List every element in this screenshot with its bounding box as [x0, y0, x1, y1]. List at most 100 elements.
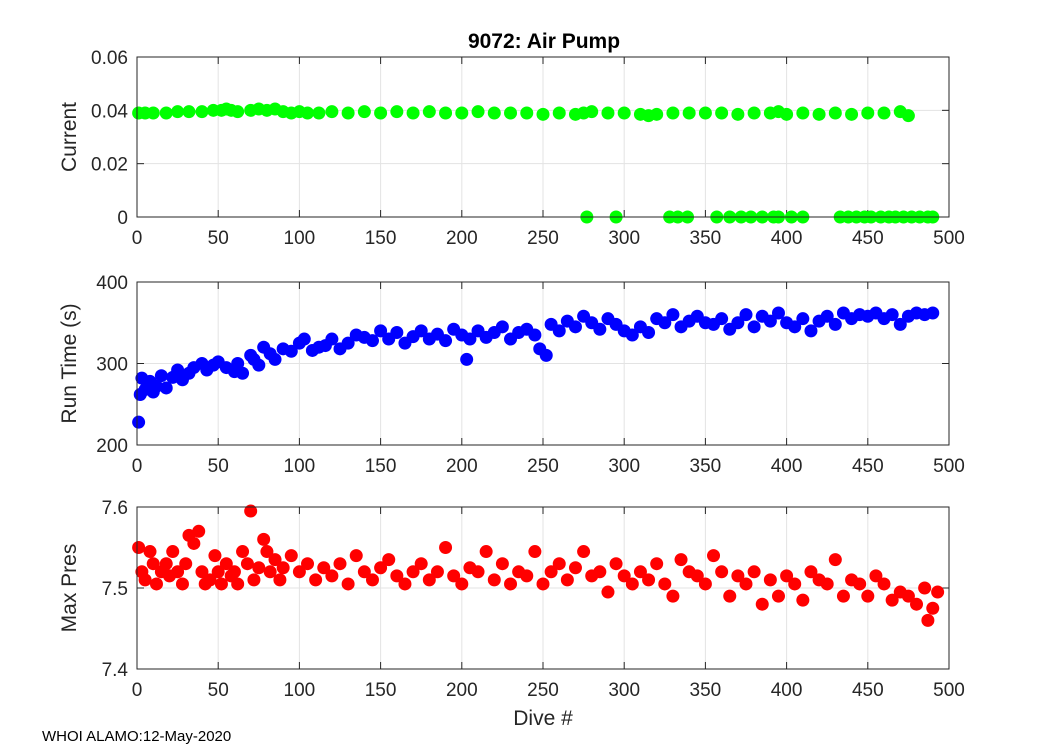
- current-point: [487, 106, 501, 120]
- run-time-panel: 0 50 100 150 200 250 300 350 400 450 500 200 300 400 R…: [58, 273, 965, 477]
- run-time-point: [642, 326, 656, 340]
- max-pres-point: [853, 577, 867, 591]
- run-time-point: [171, 363, 185, 377]
- max-pres-point: [247, 573, 261, 587]
- current-x-tick-label: 500: [933, 228, 965, 249]
- max-pres-point: [357, 565, 371, 579]
- run-time-point: [132, 415, 146, 429]
- max-pres-point: [796, 593, 810, 607]
- run-time-x-tick-label: 200: [446, 456, 478, 477]
- current-point: [780, 107, 794, 121]
- run-time-point: [715, 312, 729, 326]
- max-pres-point: [208, 549, 222, 563]
- max-pres-point: [601, 585, 615, 599]
- max-pres-point: [479, 545, 493, 559]
- run-time-point: [390, 326, 404, 340]
- max-pres-x-tick-label: 350: [690, 680, 722, 701]
- current-point: [439, 106, 453, 120]
- run-time-point: [149, 379, 163, 393]
- current-point: [666, 106, 680, 120]
- run-time-point: [796, 312, 810, 326]
- run-time-y-tick-label: 200: [96, 436, 128, 457]
- current-point: [312, 106, 326, 120]
- max-pres-point: [504, 577, 518, 591]
- max-pres-point: [577, 545, 591, 559]
- max-pres-point: [560, 573, 574, 587]
- run-time-point: [236, 366, 250, 380]
- max-pres-point: [861, 589, 875, 603]
- max-pres-x-tick-label: 450: [852, 680, 884, 701]
- run-time-x-tick-label: 50: [208, 456, 229, 477]
- current-y-tick-label: 0.02: [91, 155, 128, 176]
- run-time-point: [658, 316, 672, 330]
- max-pres-point: [707, 549, 721, 563]
- run-time-point: [460, 352, 474, 366]
- max-pres-point: [901, 589, 915, 603]
- run-time-point: [297, 332, 311, 346]
- run-time-point: [731, 316, 745, 330]
- current-point: [536, 107, 550, 121]
- max-pres-point: [333, 557, 347, 571]
- max-pres-point: [877, 577, 891, 591]
- max-pres-x-tick-label: 200: [446, 680, 478, 701]
- max-pres-point: [715, 565, 729, 579]
- max-pres-axes-box: [136, 506, 950, 670]
- max-pres-point: [422, 573, 436, 587]
- current-point: [601, 106, 615, 120]
- max-pres-point: [747, 565, 761, 579]
- max-pres-point: [471, 565, 485, 579]
- run-time-point: [820, 309, 834, 323]
- max-pres-point: [804, 565, 818, 579]
- max-pres-point: [910, 597, 924, 611]
- max-pres-point: [138, 573, 152, 587]
- max-pres-point: [252, 561, 266, 575]
- current-point: [715, 106, 729, 120]
- max-pres-point: [211, 565, 225, 579]
- run-time-point: [159, 381, 173, 395]
- run-time-point: [341, 336, 355, 350]
- current-point: [901, 109, 915, 123]
- max-pres-point: [528, 545, 542, 559]
- max-pres-point: [755, 597, 769, 611]
- max-pres-point: [317, 561, 331, 575]
- current-y-tick-label: 0: [117, 208, 128, 229]
- run-time-point: [252, 358, 266, 372]
- current-point: [796, 106, 810, 120]
- run-time-point: [926, 306, 940, 320]
- max-pres-point: [633, 565, 647, 579]
- max-pres-point: [171, 565, 185, 579]
- max-pres-point: [149, 577, 163, 591]
- max-pres-point: [240, 557, 254, 571]
- run-time-point: [885, 308, 899, 322]
- current-x-tick-label: 0: [132, 228, 143, 249]
- max-pres-point: [921, 613, 935, 627]
- run-time-x-tick-label: 450: [852, 456, 884, 477]
- run-time-point: [804, 324, 818, 338]
- max-pres-x-tick-label: 250: [527, 680, 559, 701]
- run-time-x-tick-label: 100: [284, 456, 316, 477]
- run-time-point: [552, 324, 566, 338]
- run-time-point: [414, 324, 428, 338]
- max-pres-point: [406, 565, 420, 579]
- max-pres-point: [455, 577, 469, 591]
- run-time-point: [284, 344, 298, 358]
- current-y-tick-label: 0.06: [91, 48, 128, 69]
- max-pres-point: [544, 565, 558, 579]
- run-time-point: [231, 357, 245, 370]
- max-pres-x-tick-label: 400: [771, 680, 803, 701]
- max-pres-point: [674, 553, 688, 567]
- max-pres-point: [276, 561, 290, 575]
- max-pres-point: [780, 569, 794, 583]
- current-point: [845, 107, 859, 121]
- max-pres-point: [146, 557, 160, 571]
- max-pres-point: [166, 545, 180, 559]
- current-point: [682, 106, 696, 120]
- max-pres-point: [520, 569, 534, 583]
- run-time-point: [788, 320, 802, 334]
- current-point: [731, 107, 745, 121]
- max-pres-point: [187, 536, 201, 550]
- current-point: [231, 105, 245, 119]
- max-pres-point: [192, 524, 206, 538]
- max-pres-point: [398, 577, 412, 591]
- current-point: [357, 105, 371, 119]
